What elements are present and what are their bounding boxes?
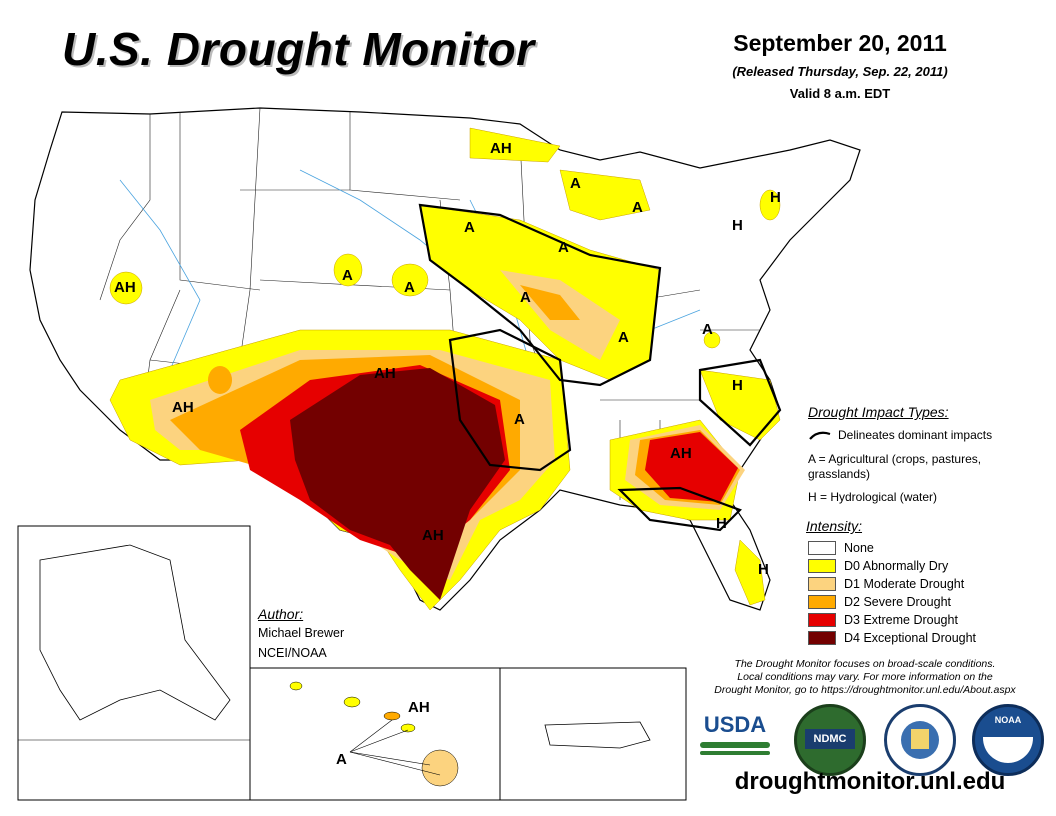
agricultural-text: A = Agricultural (crops, pastures, (808, 452, 982, 466)
label-ah: AH (374, 365, 396, 382)
swatch-d1 (808, 577, 836, 591)
release-date: (Released Thursday, Sep. 22, 2011) (732, 64, 948, 79)
d4-areas (290, 368, 505, 600)
label-h: H (732, 217, 743, 234)
label-ah: AH (408, 699, 430, 716)
label-h: H (770, 189, 781, 206)
website-url: droughtmonitor.unl.edu (734, 768, 1006, 795)
valid-time: Valid 8 a.m. EDT (789, 86, 891, 101)
label-a: A (464, 219, 475, 236)
label-a: A (514, 411, 525, 428)
agricultural-text-2: grasslands) (808, 467, 871, 481)
hawaii-inset (249, 667, 501, 801)
delineates-text: Delineates dominant impacts (838, 428, 993, 442)
hydrological-text: H = Hydrological (water) (808, 490, 938, 504)
impact-boundaries (418, 203, 782, 532)
delineation-line-icon (809, 431, 831, 440)
map-title: U.S. Drought Monitor (62, 23, 535, 75)
hawaii-pointers (349, 719, 441, 776)
swatch-d2 (808, 595, 836, 609)
label-a: A (702, 321, 713, 338)
label-a: A (336, 751, 347, 768)
swatch-none (808, 541, 836, 555)
noaa-logo: NOAA (972, 704, 1044, 776)
commerce-seal-icon (884, 704, 956, 776)
label-ah: AH (422, 527, 444, 544)
intensity-row-d4: D4 Exceptional Drought (808, 629, 976, 647)
intensity-row-d3: D3 Extreme Drought (808, 611, 958, 629)
label-h: H (732, 377, 743, 394)
label-a: A (618, 329, 629, 346)
label-ah: AH (490, 140, 512, 157)
intensity-row-d0: D0 Abnormally Dry (808, 557, 948, 575)
hawaii-islands (289, 681, 459, 787)
disclaimer: The Drought Monitor focuses on broad-sca… (714, 658, 1016, 696)
label-a: A (342, 267, 353, 284)
alaska-shape (39, 544, 231, 721)
label-ah: AH (172, 399, 194, 416)
puerto-rico-shape (544, 721, 651, 749)
intensity-row-d1: D1 Moderate Drought (808, 575, 964, 593)
label-h: H (716, 515, 727, 532)
map-date: September 20, 2011 (733, 30, 947, 56)
label-ah: AH (114, 279, 136, 296)
usda-logo: USDA (700, 712, 770, 760)
intensity-row-none: None (808, 539, 874, 557)
label-a: A (632, 199, 643, 216)
label-a: A (570, 175, 581, 192)
author-org: NCEI/NOAA (258, 646, 327, 660)
ndmc-logo: NDMC (794, 704, 866, 776)
impact-labels: AH A A H H A A AH A A A A A AH H AH A AH… (114, 140, 781, 768)
swatch-d3 (808, 613, 836, 627)
intensity-heading: Intensity: (806, 518, 863, 534)
label-ah: AH (670, 445, 692, 462)
author-heading: Author: (258, 606, 304, 622)
label-a: A (558, 239, 569, 256)
impact-types-heading: Drought Impact Types: (808, 404, 949, 420)
label-h: H (758, 561, 769, 578)
swatch-d0 (808, 559, 836, 573)
author-name: Michael Brewer (258, 626, 345, 640)
intensity-row-d2: D2 Severe Drought (808, 593, 951, 611)
swatch-d4 (808, 631, 836, 645)
label-a: A (404, 279, 415, 296)
label-a: A (520, 289, 531, 306)
